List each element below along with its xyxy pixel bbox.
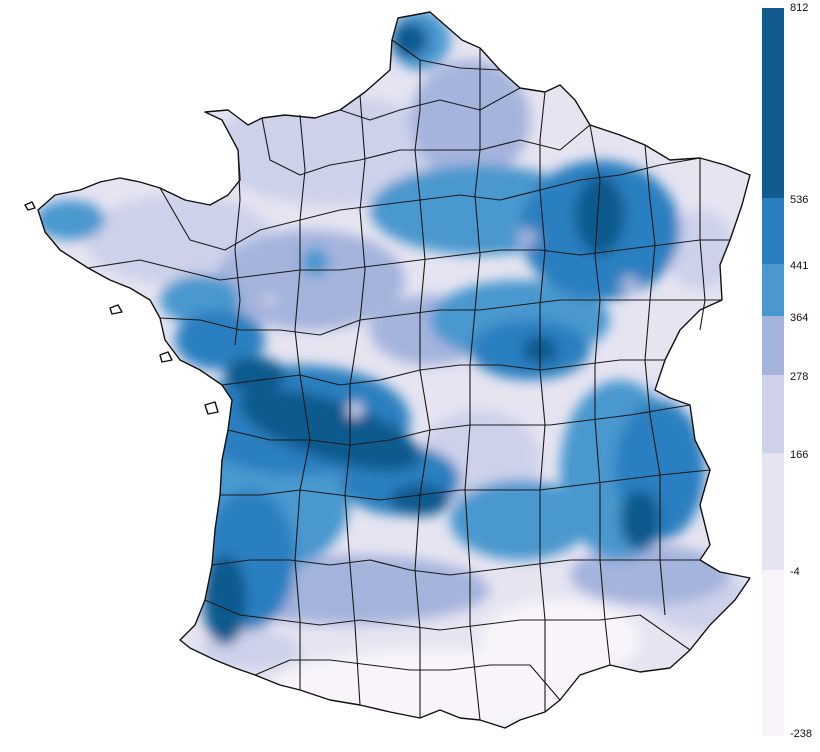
coastal-islands — [24, 201, 219, 415]
france-outline — [37, 11, 751, 729]
department-boundaries — [37, 11, 751, 729]
